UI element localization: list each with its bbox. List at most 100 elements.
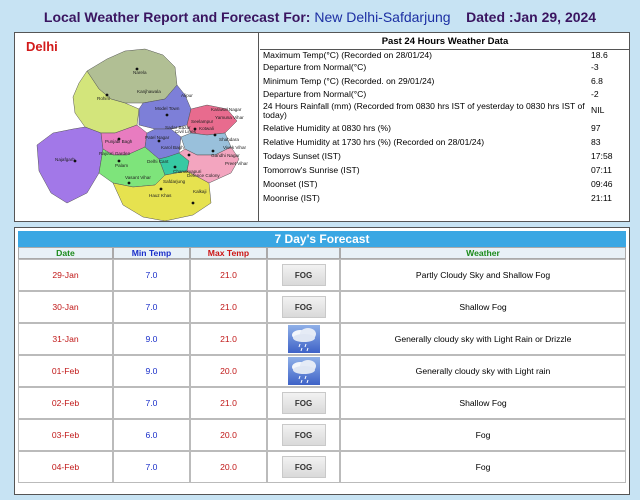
map-label-seelampur: Seelampur [191, 119, 214, 124]
observation-value: 83 [591, 137, 601, 148]
map-label-alipur: Alipur [181, 93, 193, 98]
district-south [112, 170, 212, 221]
observation-label: Departure from Normal(°C) [263, 62, 367, 73]
map-marker [105, 93, 109, 97]
observation-row: 24 Hours Rainfall (mm) (Recorded from 08… [260, 100, 630, 122]
rain-cloud-icon [287, 325, 320, 353]
fog-icon: FOG [281, 392, 326, 414]
forecast-row: 01-Feb 9.0 20.0 Generally cloudy sky with L… [18, 355, 626, 387]
forecast-date: 30-Jan [18, 291, 113, 323]
observation-row: Relative Humidity at 1730 hrs (%) (Recor… [260, 136, 630, 150]
forecast-min-temp: 7.0 [113, 291, 190, 323]
map-label-civil-lines: Civil Lines [175, 129, 197, 134]
map-label-model-town: Model Town [155, 106, 180, 111]
observation-row: Relative Humidity at 0830 hrs (%) 97 [260, 122, 630, 136]
map-label-palam: Palam [115, 163, 128, 168]
map-marker [157, 139, 161, 143]
map-label-gandhi-nagar: Gandhi Nagar [211, 153, 240, 158]
observation-label: Relative Humidity at 1730 hrs (%) (Recor… [263, 137, 485, 148]
forecast-table: Date Min Temp Max Temp Weather 29-Jan 7.0… [18, 247, 626, 483]
forecast-icon-cell: FOG [267, 259, 340, 291]
fog-icon: FOG [281, 456, 326, 478]
forecast-weather: Generally cloudy sky with Light rain [340, 355, 626, 387]
map-marker [191, 201, 195, 205]
forecast-date: 02-Feb [18, 387, 113, 419]
map-marker [159, 187, 163, 191]
map-marker [73, 159, 77, 163]
observation-value: 21:11 [591, 193, 612, 204]
forecast-icon-cell: FOG [267, 387, 340, 419]
map-label-narela: Narela [133, 70, 147, 75]
forecast-min-temp: 7.0 [113, 387, 190, 419]
fog-icon: FOG [281, 296, 326, 318]
map-marker [117, 159, 121, 163]
forecast-date: 29-Jan [18, 259, 113, 291]
map-label-patel-nagar: Patel Nagar [145, 135, 170, 140]
report-date: Dated :Jan 29, 2024 [466, 9, 597, 25]
header-weather: Weather [340, 247, 626, 259]
map-label-shahdara: Shahdara [219, 137, 239, 142]
observation-value: 97 [591, 123, 601, 134]
observation-row: Maximum Temp(°C) (Recorded on 28/01/24) 1… [260, 50, 630, 61]
header-date: Date [18, 247, 113, 259]
observation-value: NIL [591, 105, 605, 116]
forecast-weather: Shallow Fog [340, 387, 626, 419]
rain-cloud-icon [287, 357, 320, 385]
forecast-title: 7 Day's Forecast [18, 231, 626, 247]
map-label-preet-vihar: Preet Vihar [225, 161, 248, 166]
forecast-date: 03-Feb [18, 419, 113, 451]
forecast-min-temp: 7.0 [113, 451, 190, 483]
map-label-vasant-vihar: Vasant Vihar [125, 175, 151, 180]
forecast-row: 30-Jan 7.0 21.0 FOG Shallow Fog [18, 291, 626, 323]
forecast-row: 31-Jan 9.0 21.0 Generally cloudy sky with L… [18, 323, 626, 355]
observation-value: 17:58 [591, 151, 613, 162]
fog-icon: FOG [281, 264, 326, 286]
forecast-max-temp: 21.0 [190, 387, 267, 419]
map-title: Delhi [26, 39, 58, 54]
map-svg: Narela Rohini Kanjhawala Model Town Alipur Se… [36, 48, 248, 221]
observation-row: Departure from Normal(°C) -3 [260, 61, 630, 75]
forecast-panel: 7 Day's Forecast Date Min Temp Max Temp … [14, 227, 630, 495]
observation-value: 18.6 [591, 49, 608, 60]
map-label-hauz-khas: Hauz Khas [149, 193, 172, 198]
forecast-row: 04-Feb 7.0 20.0 FOG Fog [18, 451, 626, 483]
forecast-weather: Generally cloudy sky with Light Rain or … [340, 323, 626, 355]
map-label-yamuna-vihar: Yamuna Vihar [215, 115, 244, 120]
forecast-date: 01-Feb [18, 355, 113, 387]
forecast-icon-cell: FOG [267, 451, 340, 483]
forecast-max-temp: 20.0 [190, 451, 267, 483]
map-label-defence-colony: Defence Colony [187, 173, 220, 178]
map-marker [127, 181, 131, 185]
forecast-min-temp: 9.0 [113, 355, 190, 387]
observation-row: Moonrise (IST) 21:11 [260, 192, 630, 206]
observation-label: Moonset (IST) [263, 179, 318, 190]
map-label-chanakyapuri: Chanakyapuri [173, 169, 201, 174]
observation-value: 09:46 [591, 179, 613, 190]
forecast-icon-cell [267, 355, 340, 387]
forecast-date: 31-Jan [18, 323, 113, 355]
observation-label: Todays Sunset (IST) [263, 151, 341, 162]
observation-row: Minimum Temp (°C) (Recorded. on 29/01/24… [260, 75, 630, 89]
forecast-weather: Shallow Fog [340, 291, 626, 323]
forecast-header-row: Date Min Temp Max Temp Weather [18, 247, 626, 259]
forecast-icon-cell [267, 323, 340, 355]
observation-row: Tomorrow's Sunrise (IST) 07:11 [260, 164, 630, 178]
map-marker [135, 67, 139, 71]
station-name: New Delhi-Safdarjung [314, 9, 451, 25]
map-marker [213, 133, 217, 137]
map-label-punjabi-bagh: Punjabi Bagh [105, 139, 133, 144]
header-icon [267, 247, 340, 259]
map-label-najafgarh: Najafgarh [55, 157, 75, 162]
forecast-icon-cell: FOG [267, 419, 340, 451]
header-min-temp: Min Temp [113, 247, 190, 259]
map-marker [165, 113, 169, 117]
map-label-kalkaji: Kalkaji [193, 189, 207, 194]
forecast-icon-cell: FOG [267, 291, 340, 323]
observation-value: 07:11 [591, 165, 612, 176]
observation-row: Todays Sunset (IST) 17:58 [260, 150, 630, 164]
header-max-temp: Max Temp [190, 247, 267, 259]
report-header: Local Weather Report and Forecast For: N… [0, 9, 640, 25]
district-east [178, 146, 240, 184]
forecast-max-temp: 21.0 [190, 323, 267, 355]
forecast-date: 04-Feb [18, 451, 113, 483]
